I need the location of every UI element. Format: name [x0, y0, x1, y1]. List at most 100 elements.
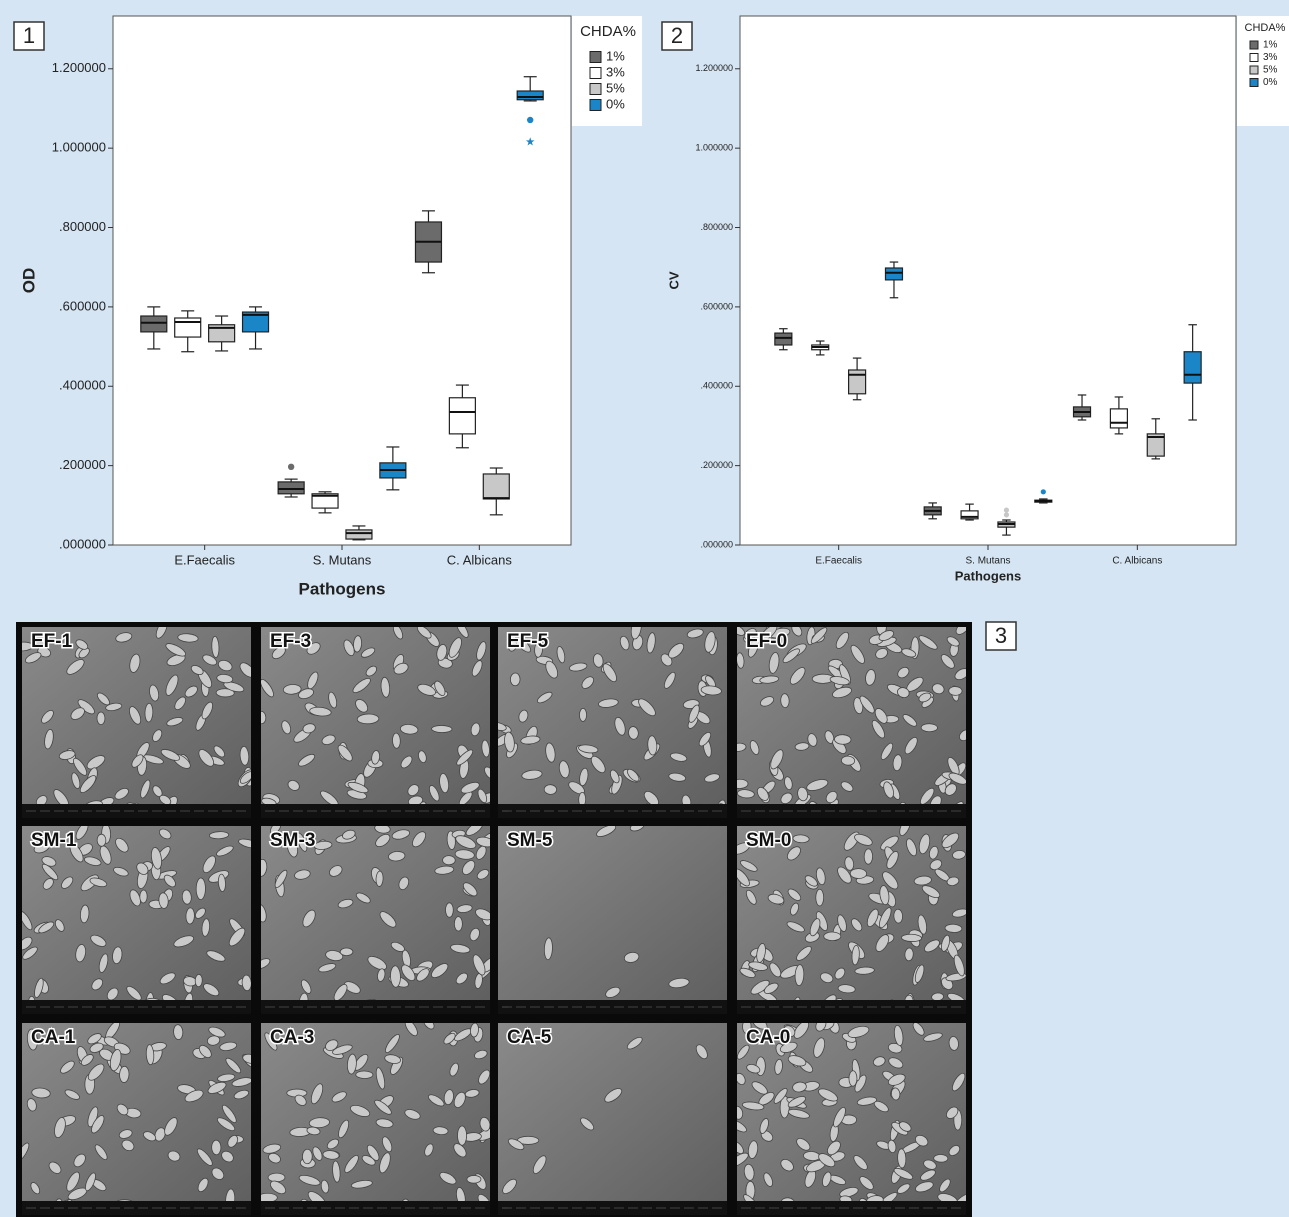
cell	[921, 724, 937, 732]
box	[449, 398, 475, 434]
cell	[904, 948, 913, 961]
micrograph-label: CA-5	[507, 1027, 552, 1048]
cell	[934, 1154, 948, 1162]
legend-swatch	[1250, 66, 1258, 74]
y-tick-label: .600000	[700, 301, 733, 311]
cell	[392, 733, 400, 748]
legend-swatch	[590, 100, 601, 111]
legend-label: 3%	[606, 64, 625, 79]
cell	[186, 908, 195, 924]
legend-title: CHDA%	[580, 23, 636, 40]
legend-label: 0%	[606, 96, 625, 111]
cell	[212, 1140, 221, 1155]
legend-label: 5%	[606, 80, 625, 95]
outlier	[1041, 489, 1046, 494]
legend-label: 5%	[1263, 65, 1278, 76]
cell	[268, 1173, 285, 1182]
micrograph-image	[498, 1023, 727, 1215]
box	[885, 268, 902, 280]
y-tick-label: .800000	[59, 219, 106, 234]
legend-label: 3%	[1263, 52, 1278, 63]
micrograph-label: SM-3	[270, 830, 315, 851]
cell	[458, 1126, 467, 1145]
cell	[816, 889, 824, 906]
micrograph-label: EF-5	[507, 631, 549, 652]
x-tick-label: C. Albicans	[447, 552, 513, 567]
micrograph-label: EF-0	[746, 631, 787, 652]
micrograph-label: EF-3	[270, 631, 311, 652]
y-tick-label: .800000	[700, 222, 733, 232]
box	[1184, 352, 1201, 383]
y-tick-label: .000000	[700, 539, 733, 549]
cell	[579, 708, 586, 721]
cell	[850, 868, 867, 878]
cell	[949, 686, 963, 695]
cell	[376, 871, 384, 887]
cell	[356, 1071, 373, 1079]
micrograph-image	[261, 1023, 490, 1215]
y-tick-label: 1.000000	[52, 140, 106, 155]
legend-swatch	[1250, 41, 1258, 49]
y-axis-label: OD	[19, 268, 38, 294]
cell	[145, 703, 154, 722]
cell	[841, 756, 855, 766]
cell	[119, 1066, 129, 1083]
micrograph	[16, 821, 259, 1022]
legend-swatch	[590, 84, 601, 95]
y-tick-label: 1.000000	[695, 143, 733, 153]
micrograph-image	[498, 826, 727, 1014]
box	[346, 530, 372, 539]
y-tick-label: .600000	[59, 298, 106, 313]
cell	[340, 948, 353, 956]
micrograph-label: CA-0	[746, 1027, 790, 1048]
plot-area	[113, 16, 571, 545]
cell	[834, 734, 851, 744]
panel-number: 3	[995, 623, 1007, 648]
micrograph-label: CA-3	[270, 1027, 314, 1048]
micrograph	[498, 1023, 727, 1215]
cell	[432, 725, 453, 732]
x-tick-label: S. Mutans	[965, 556, 1010, 567]
y-tick-label: .400000	[59, 378, 106, 393]
box	[775, 333, 792, 345]
y-tick-label: .000000	[59, 536, 106, 551]
x-tick-label: C. Albicans	[1112, 556, 1162, 567]
box	[849, 370, 866, 394]
legend-swatch	[590, 68, 601, 79]
box	[1110, 409, 1127, 428]
legend-title: CHDA%	[1245, 22, 1286, 34]
cell	[443, 856, 456, 865]
box	[517, 91, 543, 100]
cell	[196, 878, 205, 900]
cell	[195, 974, 203, 987]
outlier	[1004, 512, 1009, 517]
y-tick-label: .200000	[59, 457, 106, 472]
panel-number: 2	[671, 23, 683, 48]
x-tick-label: E.Faecalis	[174, 552, 235, 567]
cell	[510, 673, 520, 686]
x-axis-label: Pathogens	[955, 568, 1021, 583]
y-tick-label: .400000	[700, 381, 733, 391]
cell	[454, 917, 462, 932]
cell	[544, 784, 557, 794]
cell	[302, 1149, 312, 1164]
legend-label: 1%	[606, 48, 625, 63]
panel-number: 1	[23, 23, 35, 48]
cell	[849, 1071, 857, 1087]
micrograph-label: SM-0	[746, 830, 791, 851]
figure: .000000.200000.400000.600000.8000001.000…	[0, 0, 1289, 1217]
box	[141, 316, 167, 332]
cell	[140, 890, 148, 903]
box	[175, 318, 201, 337]
outlier	[1004, 507, 1009, 512]
y-axis-label: CV	[666, 271, 681, 289]
legend-swatch	[1250, 54, 1258, 62]
outlier	[288, 464, 294, 470]
micrograph-label: SM-5	[507, 830, 553, 851]
cell	[97, 834, 106, 846]
micrograph-image	[22, 1023, 251, 1215]
cell	[445, 903, 453, 918]
legend-swatch	[590, 52, 601, 63]
micrograph-label: CA-1	[31, 1027, 76, 1048]
outlier	[527, 117, 533, 123]
